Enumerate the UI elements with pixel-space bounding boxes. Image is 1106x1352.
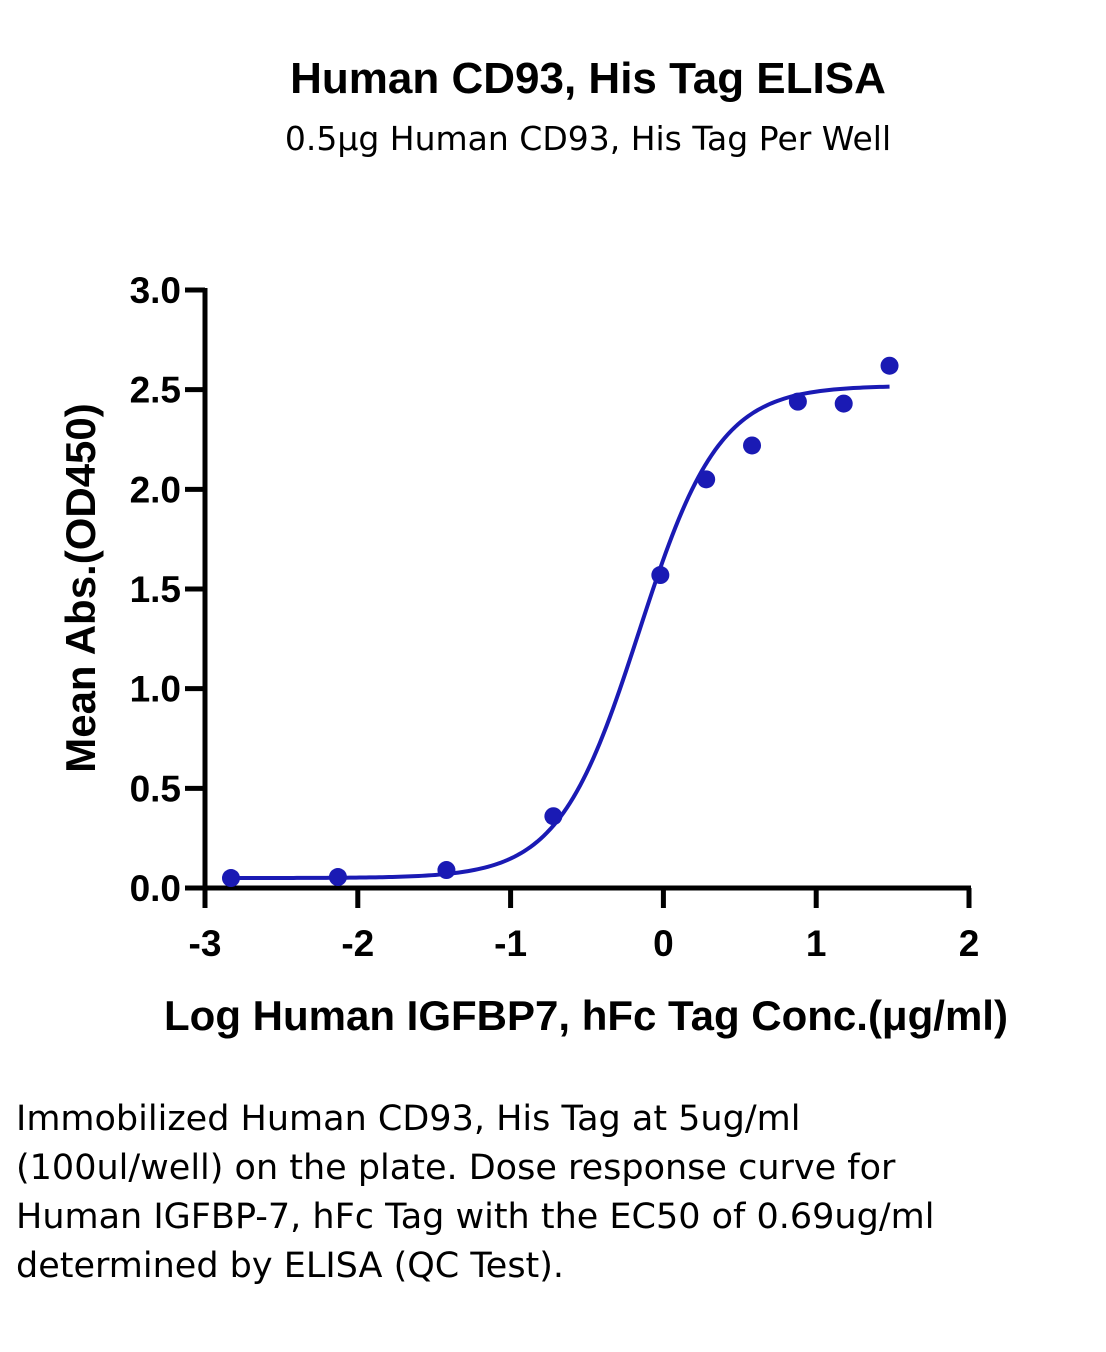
x-tick-label: 1: [806, 923, 827, 964]
data-point: [328, 868, 347, 887]
x-tick-label: -3: [189, 923, 222, 964]
chart: Human CD93, His Tag ELISA 0.5μg Human CD…: [57, 54, 1008, 1039]
y-tick-label: 2.5: [130, 370, 181, 411]
data-point: [437, 861, 456, 880]
data-points: [221, 356, 899, 888]
axes: 0.0 0.5 1.0 1.5 2.0 2.5 3.0 -3 -2 -1 0 1 2: [130, 270, 980, 964]
y-tick-label: 0.5: [130, 768, 181, 809]
y-axis-label: Mean Abs.(OD450): [57, 403, 104, 773]
x-axis-label: Log Human IGFBP7, hFc Tag Conc.(μg/ml): [164, 992, 1008, 1039]
x-tick-label: 2: [959, 923, 980, 964]
x-tick-label: -2: [341, 923, 374, 964]
data-point: [544, 807, 563, 826]
y-tick-label: 1.0: [130, 669, 181, 710]
y-tick-label: 3.0: [130, 270, 181, 311]
y-tick-label: 1.5: [130, 569, 181, 610]
x-tick-label: -1: [494, 923, 527, 964]
data-point: [221, 869, 240, 888]
chart-title: Human CD93, His Tag ELISA: [290, 54, 886, 103]
data-point: [834, 394, 853, 413]
data-point: [697, 470, 716, 489]
y-tick-label: 2.0: [130, 469, 181, 510]
data-point: [880, 356, 899, 375]
y-tick-label: 0.0: [130, 868, 181, 909]
data-point: [651, 566, 670, 585]
data-point: [788, 392, 807, 411]
fit-curve: [230, 384, 890, 881]
data-point: [743, 436, 762, 455]
chart-subtitle: 0.5μg Human CD93, His Tag Per Well: [285, 119, 891, 158]
figure-caption: Immobilized Human CD93, His Tag at 5ug/m…: [16, 1099, 935, 1286]
x-tick-label: 0: [653, 923, 674, 964]
